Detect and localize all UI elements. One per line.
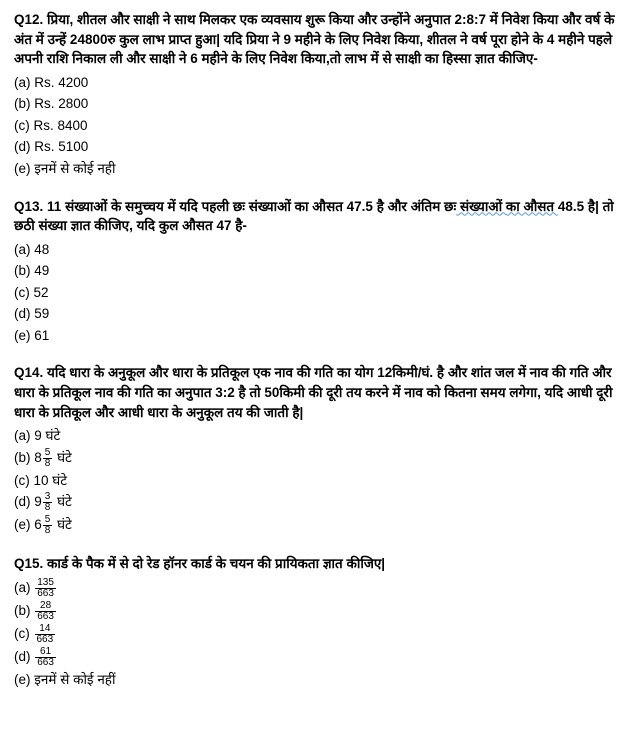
q15-body: कार्ड के पैक में से दो रेड हॉनर कार्ड के… <box>47 556 385 571</box>
q13-wavy1: संख्याओं <box>456 199 506 214</box>
q13-opt-b: (b) 49 <box>14 261 626 281</box>
q15-c-frac: 14663 <box>35 624 56 645</box>
q14-opt-e: (e) 658 घंटे <box>14 515 626 536</box>
q14-options: (a) 9 घंटे (b) 858 घंटे (c) 10 घंटे (d) … <box>14 426 626 536</box>
q15-b-frac: 28663 <box>35 601 56 622</box>
q13-text: Q13. 11 संख्याओं के समुच्चय में यदि पहली… <box>14 197 626 236</box>
q14-e-pre: (e) 6 <box>14 517 42 532</box>
q14-body: यदि धारा के अनुकूल और धारा के प्रतिकूल ए… <box>14 365 612 419</box>
q15-a-pre: (a) <box>14 580 34 595</box>
q14-e-den: 8 <box>43 526 53 536</box>
q14-d-post: घंटे <box>53 494 72 509</box>
q14-b-den: 8 <box>43 459 53 469</box>
q15-options: (a) 135663 (b) 28663 (c) 14663 (d) 61663… <box>14 578 626 690</box>
question-12: Q12. प्रिया, शीतल और साक्षी ने साथ मिलकर… <box>14 10 626 179</box>
q15-a-den: 663 <box>35 589 56 599</box>
q12-text: Q12. प्रिया, शीतल और साक्षी ने साथ मिलकर… <box>14 10 626 69</box>
question-13: Q13. 11 संख्याओं के समुच्चय में यदि पहली… <box>14 197 626 346</box>
q15-b-pre: (b) <box>14 603 34 618</box>
q14-d-pre: (d) 9 <box>14 494 42 509</box>
q13-opt-a: (a) 48 <box>14 240 626 260</box>
q15-d-frac: 61663 <box>35 647 56 668</box>
q14-opt-c: (c) 10 घंटे <box>14 471 626 491</box>
q15-opt-c: (c) 14663 <box>14 624 626 645</box>
q14-opt-d: (d) 938 घंटे <box>14 492 626 513</box>
q14-e-frac: 58 <box>43 515 53 536</box>
q12-opt-a: (a) Rs. 4200 <box>14 73 626 93</box>
q14-d-frac: 38 <box>43 492 53 513</box>
q15-opt-a: (a) 135663 <box>14 578 626 599</box>
q15-opt-d: (d) 61663 <box>14 647 626 668</box>
q13-opt-e: (e) 61 <box>14 326 626 346</box>
q14-b-frac: 58 <box>43 448 53 469</box>
q15-b-den: 663 <box>35 612 56 622</box>
q13-opt-c: (c) 52 <box>14 283 626 303</box>
q12-opt-b: (b) Rs. 2800 <box>14 94 626 114</box>
q15-c-den: 663 <box>35 635 56 645</box>
question-14: Q14. यदि धारा के अनुकूल और धारा के प्रति… <box>14 363 626 536</box>
q12-opt-d: (d) Rs. 5100 <box>14 137 626 157</box>
q14-b-post: घंटे <box>53 450 72 465</box>
q15-label: Q15. <box>14 556 43 571</box>
q14-b-pre: (b) 8 <box>14 450 42 465</box>
q12-opt-c: (c) Rs. 8400 <box>14 116 626 136</box>
q15-c-pre: (c) <box>14 626 34 641</box>
q14-opt-b: (b) 858 घंटे <box>14 448 626 469</box>
q15-a-frac: 135663 <box>35 578 56 599</box>
q15-d-den: 663 <box>35 658 56 668</box>
q15-opt-b: (b) 28663 <box>14 601 626 622</box>
q15-text: Q15. कार्ड के पैक में से दो रेड हॉनर कार… <box>14 554 626 574</box>
q13-label: Q13. <box>14 199 43 214</box>
q13-body-pre: 11 संख्याओं के समुच्चय में यदि पहली छः स… <box>47 199 456 214</box>
q13-options: (a) 48 (b) 49 (c) 52 (d) 59 (e) 61 <box>14 240 626 346</box>
q12-opt-e: (e) इनमें से कोई नही <box>14 159 626 179</box>
q14-e-post: घंटे <box>53 517 72 532</box>
q12-options: (a) Rs. 4200 (b) Rs. 2800 (c) Rs. 8400 (… <box>14 73 626 179</box>
q12-body: प्रिया, शीतल और साक्षी ने साथ मिलकर एक व… <box>14 12 614 66</box>
q14-opt-a: (a) 9 घंटे <box>14 426 626 446</box>
q14-label: Q14. <box>14 365 43 380</box>
q14-text: Q14. यदि धारा के अनुकूल और धारा के प्रति… <box>14 363 626 422</box>
q15-d-pre: (d) <box>14 649 34 664</box>
q13-mid1: का औसत <box>506 199 558 214</box>
q13-opt-d: (d) 59 <box>14 304 626 324</box>
q14-d-den: 8 <box>43 503 53 513</box>
q12-label: Q12. <box>14 12 43 27</box>
question-15: Q15. कार्ड के पैक में से दो रेड हॉनर कार… <box>14 554 626 689</box>
q15-opt-e: (e) इनमें से कोई नहीं <box>14 670 626 690</box>
